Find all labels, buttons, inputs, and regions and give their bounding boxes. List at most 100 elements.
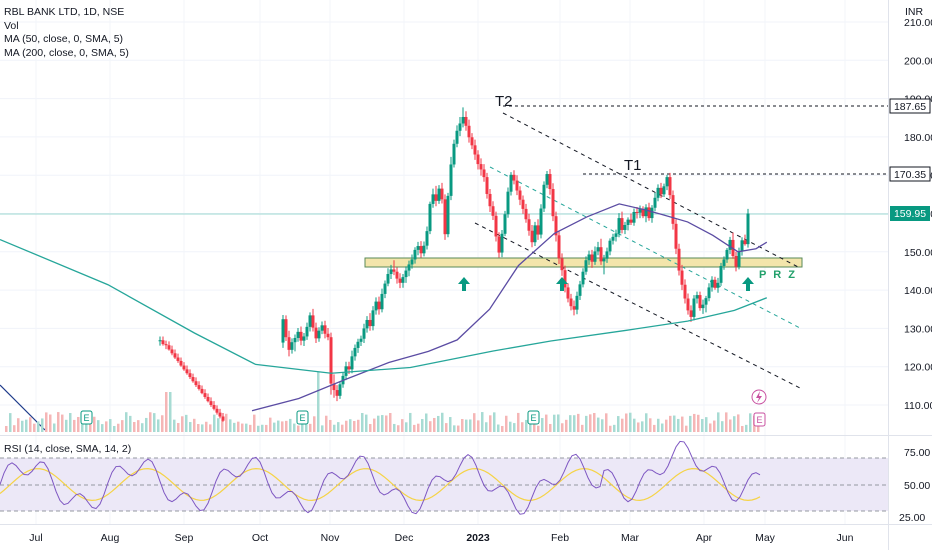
volume-bar — [125, 412, 128, 432]
volume-bar — [357, 419, 360, 432]
volume-bar — [193, 418, 196, 432]
candle-body — [578, 284, 582, 296]
candle-body — [680, 270, 684, 285]
rsi-legend[interactable]: RSI (14, close, SMA, 14, 2) — [4, 443, 132, 455]
volume-bar — [209, 424, 212, 432]
candle-body — [491, 206, 495, 216]
earnings-badge-icon[interactable]: E — [753, 412, 766, 427]
volume-bar — [517, 412, 520, 432]
candle-body — [482, 169, 486, 178]
candle-body — [452, 143, 456, 165]
volume-bar — [241, 423, 244, 432]
candle-body — [464, 116, 468, 126]
candle-body — [329, 337, 333, 384]
volume-bar — [101, 424, 104, 432]
volume-bar — [421, 419, 424, 432]
volume-bar — [441, 412, 444, 432]
candle-body — [536, 225, 540, 235]
candle-body — [335, 390, 339, 396]
candle-body — [710, 279, 714, 288]
symbol-title[interactable]: RBL BANK LTD, 1D, NSE — [4, 6, 125, 18]
candle-body — [221, 416, 225, 421]
volume-bar — [489, 415, 492, 432]
earnings-icon[interactable] — [80, 410, 93, 425]
candle-body — [386, 274, 390, 284]
volume-bar — [317, 372, 320, 432]
legend-ma200[interactable]: MA (200, close, 0, SMA, 5) — [4, 46, 129, 59]
volume-bar — [577, 413, 580, 432]
candle-body — [596, 247, 600, 252]
volume-bar — [597, 417, 600, 432]
volume-bar — [669, 415, 672, 432]
legend-vol[interactable]: Vol — [4, 19, 19, 32]
candle-body — [416, 246, 420, 250]
candle-body — [743, 240, 747, 245]
volume-bar — [217, 418, 220, 432]
candle-body — [506, 191, 510, 215]
volume-bar — [393, 423, 396, 432]
volume-bar — [313, 416, 316, 432]
volume-bar — [541, 418, 544, 432]
candle-body — [551, 188, 555, 217]
candle-body — [167, 345, 171, 350]
candle-body — [350, 356, 354, 370]
volume-bar — [457, 425, 460, 432]
time-tick: Aug — [101, 532, 120, 544]
volume-bar — [237, 421, 240, 432]
rsi-tick-50: 50.00 — [904, 480, 930, 492]
volume-bar — [169, 392, 172, 432]
volume-bar — [645, 413, 648, 432]
candle-body — [359, 338, 363, 342]
time-tick: Jul — [29, 532, 42, 544]
candle-body — [614, 233, 618, 237]
volume-bar — [249, 424, 252, 432]
candle-body — [605, 251, 609, 259]
candle-body — [374, 301, 378, 311]
volume-bar — [461, 419, 464, 432]
time-axis[interactable]: Jul Aug Sep Oct Nov Dec 2023 Feb Mar Apr May Jun — [29, 532, 853, 544]
volume-bar — [741, 425, 744, 432]
legend-ma50[interactable]: MA (50, close, 0, SMA, 5) — [4, 33, 124, 45]
candle-body — [692, 298, 696, 317]
volume-bar — [745, 424, 748, 432]
candle-body — [305, 326, 309, 337]
volume-bar — [589, 414, 592, 432]
candle-body — [320, 325, 324, 331]
volume-bar — [113, 425, 116, 432]
price-label-170: 170.35 — [889, 166, 931, 182]
volume-bar — [17, 418, 20, 432]
candle-body — [461, 116, 465, 124]
candle-body — [170, 349, 174, 354]
candle-body — [365, 319, 369, 329]
volume-bar — [133, 422, 136, 432]
lightning-icon[interactable] — [751, 389, 767, 405]
currency-label: INR — [905, 6, 924, 18]
volume-bar — [637, 422, 640, 432]
volume-bar — [673, 415, 676, 432]
candle-body — [377, 301, 381, 310]
label-t2: T2 — [495, 93, 513, 110]
volume-bar — [65, 419, 68, 432]
volume-bar — [261, 424, 264, 432]
candle-body — [290, 342, 294, 350]
earnings-icon[interactable] — [527, 410, 540, 425]
candle-body — [581, 271, 585, 285]
candle-body — [587, 254, 591, 261]
candle-body — [746, 213, 750, 245]
candle-body — [422, 245, 426, 254]
candle-body — [617, 218, 621, 234]
earnings-icon[interactable] — [296, 410, 309, 425]
candle-body — [629, 219, 633, 223]
time-tick: Feb — [551, 532, 569, 544]
volume-bar — [605, 413, 608, 432]
candle-body — [719, 265, 723, 283]
volume-bar — [53, 423, 56, 432]
candle-body — [302, 336, 306, 341]
candle-body — [284, 319, 288, 338]
candle-body — [344, 366, 348, 376]
volume-bar — [105, 421, 108, 432]
candle-body — [182, 365, 186, 370]
candle-body — [191, 377, 195, 382]
volume-bar — [389, 413, 392, 432]
